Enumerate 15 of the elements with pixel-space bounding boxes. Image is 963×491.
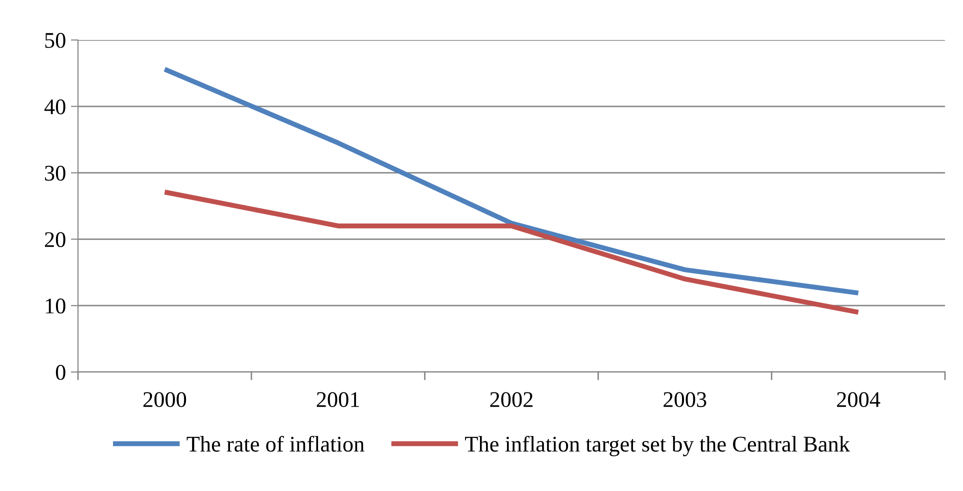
x-tick-label: 2001 bbox=[316, 392, 359, 408]
y-tick-label: 20 bbox=[44, 232, 66, 248]
line-series bbox=[162, 190, 861, 315]
legend-label: The rate of inflation bbox=[186, 436, 364, 452]
line-series bbox=[162, 66, 861, 296]
y-tick-label: 30 bbox=[45, 166, 66, 181]
y-tick-label: 50 bbox=[45, 32, 66, 48]
y-tick-label: 10 bbox=[46, 298, 66, 314]
legend-label: The inflation target set by the Central Bank bbox=[465, 436, 850, 456]
y-tick-label: 0 bbox=[56, 364, 66, 380]
x-tick-label: 2004 bbox=[837, 392, 880, 408]
x-tick-label: 2003 bbox=[664, 392, 706, 408]
x-tick-label: 2002 bbox=[490, 392, 532, 408]
x-tick-label: 2000 bbox=[143, 392, 186, 408]
y-tick-label: 40 bbox=[44, 99, 66, 114]
